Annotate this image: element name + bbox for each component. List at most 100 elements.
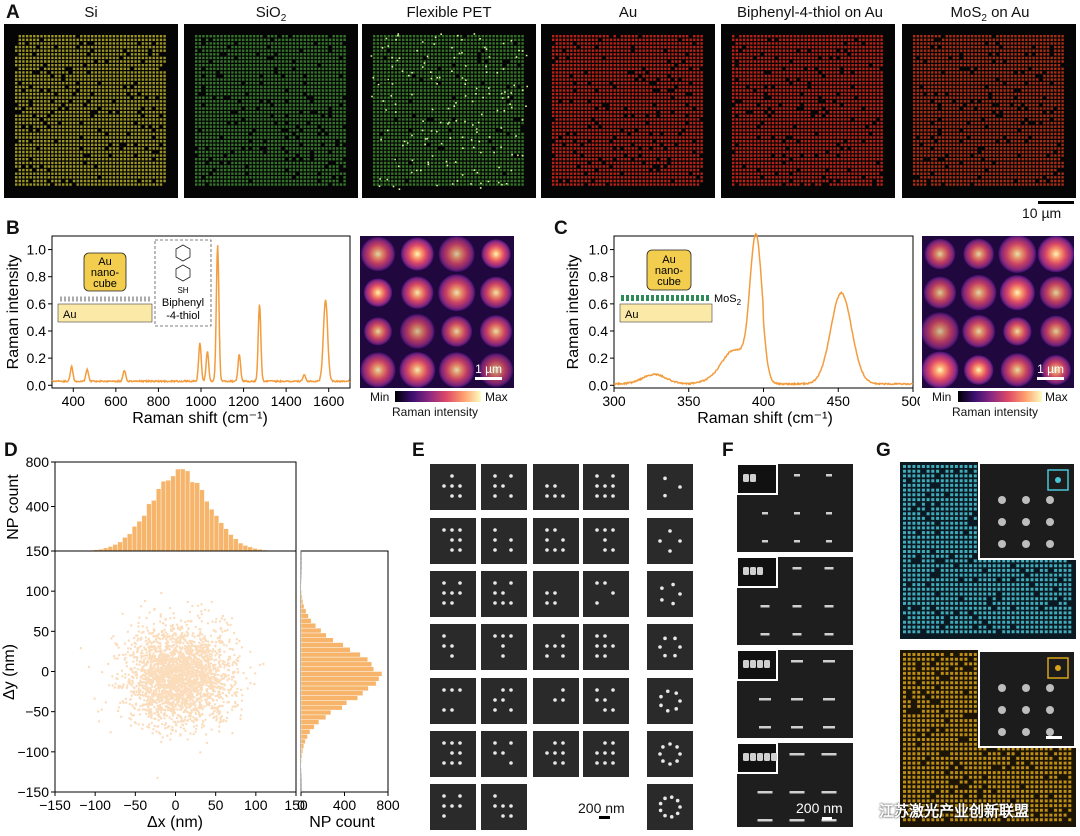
- nanoparticle: [603, 484, 607, 488]
- f-scale-bar: [822, 817, 832, 820]
- nanoparticle: [611, 751, 615, 755]
- nanoparticle: [458, 528, 462, 532]
- optical-map-si: [4, 24, 178, 198]
- e-sem-tile: [532, 570, 580, 618]
- nanoparticle: [493, 528, 497, 532]
- nanoparticle: [561, 494, 565, 498]
- x-tick-label: 400: [62, 393, 86, 409]
- nanoparticle: [668, 762, 672, 766]
- nanorod: [825, 567, 834, 570]
- nanoparticle: [603, 634, 607, 638]
- d-hist-top-ylabel: NP count: [5, 474, 22, 540]
- hist-x-bar: [156, 489, 161, 551]
- nanoparticle: [493, 494, 497, 498]
- nanoparticle: [493, 804, 497, 808]
- nanorod: [758, 791, 773, 794]
- tile-title-biphenyl: Biphenyl-4-thiol on Au: [718, 4, 902, 21]
- hist-x-bar: [248, 547, 253, 551]
- nanoparticle: [660, 598, 664, 602]
- nanoparticle: [458, 741, 462, 745]
- b-molecule-sh: SH: [177, 286, 188, 295]
- optical-dots: [732, 35, 883, 186]
- nanoparticle: [553, 751, 557, 755]
- nanoparticle: [493, 581, 497, 585]
- nanoparticle: [553, 601, 557, 605]
- e-sem-dots: [533, 518, 579, 564]
- e-scale-bar: [599, 816, 610, 819]
- nanorod: [790, 791, 805, 794]
- f-sem-rods: [737, 464, 853, 552]
- e-sem-dots: [481, 624, 527, 670]
- hist-x-tick-label: 400: [333, 797, 357, 813]
- nanoparticle: [442, 708, 446, 712]
- e-sem-dots: [481, 784, 527, 830]
- hist-y-bar: [301, 618, 311, 623]
- nanoparticle: [595, 751, 599, 755]
- x-tick-label: 100: [244, 797, 268, 813]
- e-sem-dots: [430, 518, 476, 564]
- nanoparticle: [603, 751, 607, 755]
- nanoparticle: [668, 529, 672, 533]
- nanoparticle: [493, 751, 497, 755]
- optical-map-mos2: [902, 24, 1076, 198]
- nanoparticle: [666, 709, 670, 713]
- nanoparticle: [545, 644, 549, 648]
- c-cbar-label: Raman intensity: [952, 405, 1038, 419]
- f-sem-rods: [737, 557, 853, 645]
- nanoparticle: [545, 751, 549, 755]
- nanorod: [759, 726, 771, 729]
- e-sem-dots: [430, 784, 476, 830]
- nanoparticle: [545, 654, 549, 658]
- nanoparticle: [603, 548, 607, 552]
- hist-y-bar: [301, 691, 363, 696]
- raman-map-spot: [400, 314, 435, 349]
- nanoparticle: [678, 485, 682, 489]
- e-sem-tile: [532, 730, 580, 778]
- raman-map-spot: [360, 352, 395, 387]
- raman-map-spot: [964, 355, 994, 385]
- hist-x-tick-label: 0: [297, 797, 305, 813]
- f-scale-bar-label: 200 nm: [796, 800, 843, 816]
- hist-x-bar: [171, 476, 176, 551]
- hist-y-bar: [301, 662, 372, 667]
- x-tick-label: 400: [752, 393, 776, 409]
- e-sem-tile: [429, 463, 477, 511]
- b-cube-text-3: cube: [93, 278, 117, 290]
- f-sem-tile: [736, 556, 854, 646]
- g-sem-inset-2: [978, 650, 1076, 748]
- nanorod: [762, 512, 768, 515]
- nanoparticle: [611, 494, 615, 498]
- e-sem-tile: [646, 730, 694, 778]
- nanorod: [758, 819, 773, 822]
- e-sem-dots: [647, 731, 693, 777]
- nanoparticle: [509, 601, 513, 605]
- hist-x-bar: [233, 539, 238, 551]
- nanoparticle: [561, 548, 565, 552]
- y-tick-label: 1.0: [27, 242, 47, 258]
- y-tick-label: 0.8: [27, 269, 47, 285]
- nanoparticle: [595, 528, 599, 532]
- tile-title-sio2: SiO2: [184, 4, 358, 24]
- optical-dots: [373, 35, 524, 186]
- nanoparticle: [553, 591, 557, 595]
- nanoparticle: [553, 761, 557, 765]
- hist-x-bar: [229, 535, 234, 551]
- nanoparticle: [666, 689, 670, 693]
- x-tick-label: 1200: [228, 393, 259, 409]
- nanoparticle: [659, 695, 663, 699]
- hist-y-bar: [301, 710, 331, 715]
- y-tick-label: 0.0: [27, 377, 47, 393]
- e-sem-tile: [582, 570, 630, 618]
- hist-y-bar: [301, 681, 376, 686]
- nanoparticle: [458, 494, 462, 498]
- e-sem-dots: [647, 464, 693, 510]
- hist-y-tick-label: 800: [26, 455, 50, 470]
- nanoparticle: [661, 759, 665, 763]
- nanoparticle: [658, 645, 662, 649]
- nanoparticle: [442, 634, 446, 638]
- raman-map-spot: [364, 278, 392, 306]
- nanoparticle: [493, 548, 497, 552]
- nanoparticle: [611, 741, 615, 745]
- nanocube: [750, 753, 756, 761]
- nanoparticle: [674, 707, 678, 711]
